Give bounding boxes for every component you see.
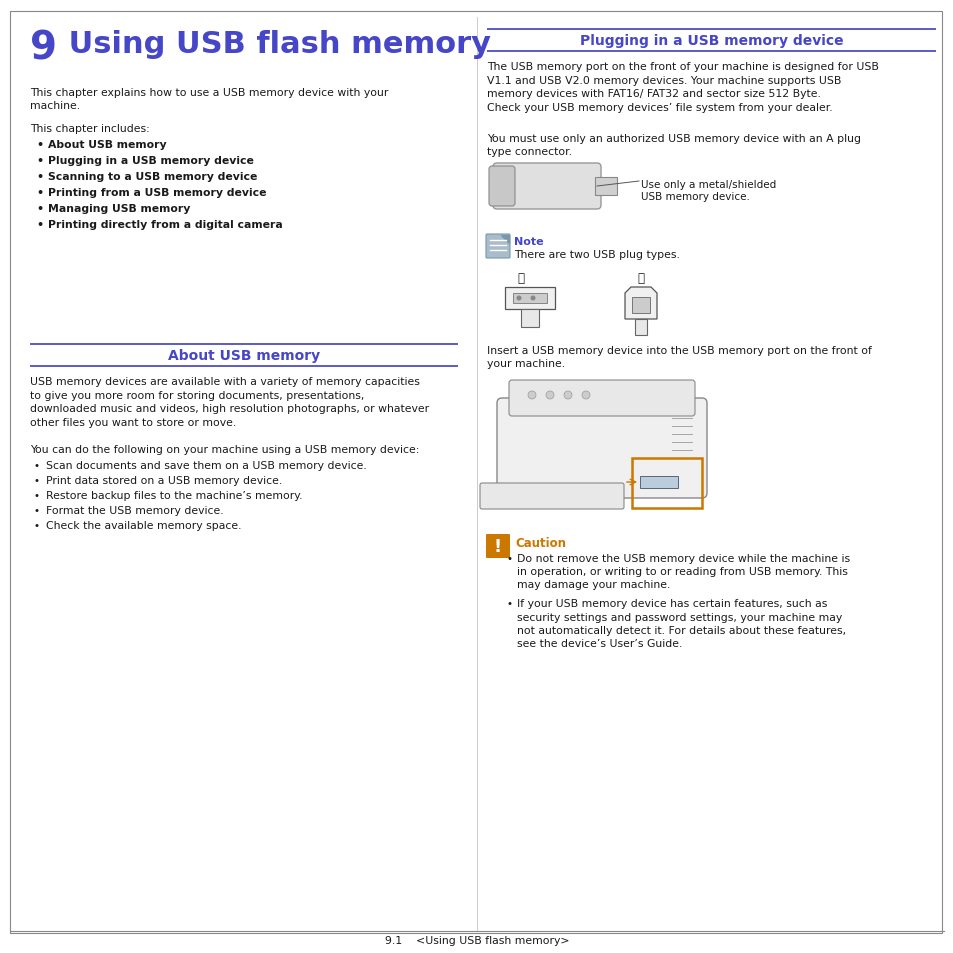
Bar bbox=[635, 319, 646, 335]
Bar bbox=[513, 294, 546, 304]
Bar bbox=[631, 458, 701, 509]
Text: Format the USB memory device.: Format the USB memory device. bbox=[46, 505, 223, 516]
Text: •: • bbox=[34, 460, 40, 471]
Bar bbox=[631, 297, 649, 314]
Text: You can do the following on your machine using a USB memory device:: You can do the following on your machine… bbox=[30, 444, 419, 455]
Text: •: • bbox=[36, 220, 43, 230]
Text: •: • bbox=[34, 476, 40, 485]
Text: •: • bbox=[34, 491, 40, 500]
Text: Check the available memory space.: Check the available memory space. bbox=[46, 520, 241, 531]
Text: Ⓐ: Ⓐ bbox=[517, 272, 523, 285]
Text: About USB memory: About USB memory bbox=[48, 140, 167, 150]
Text: Printing from a USB memory device: Printing from a USB memory device bbox=[48, 188, 266, 198]
Text: There are two USB plug types.: There are two USB plug types. bbox=[514, 250, 679, 260]
Circle shape bbox=[527, 392, 536, 399]
Text: You must use only an authorized USB memory device with an A plug
type connector.: You must use only an authorized USB memo… bbox=[486, 133, 861, 157]
Bar bbox=[520, 310, 538, 328]
Text: Use only a metal/shielded
USB memory device.: Use only a metal/shielded USB memory dev… bbox=[640, 180, 776, 202]
Text: The USB memory port on the front of your machine is designed for USB
V1.1 and US: The USB memory port on the front of your… bbox=[486, 62, 878, 112]
Text: Scan documents and save them on a USB memory device.: Scan documents and save them on a USB me… bbox=[46, 460, 366, 471]
Circle shape bbox=[516, 296, 521, 301]
Text: Plugging in a USB memory device: Plugging in a USB memory device bbox=[48, 156, 253, 166]
Text: 9.1    <Using USB flash memory>: 9.1 <Using USB flash memory> bbox=[384, 935, 569, 945]
FancyBboxPatch shape bbox=[485, 535, 510, 558]
Text: If your USB memory device has certain features, such as
security settings and pa: If your USB memory device has certain fe… bbox=[517, 598, 845, 648]
Text: This chapter includes:: This chapter includes: bbox=[30, 124, 150, 133]
Text: •: • bbox=[36, 172, 43, 182]
Circle shape bbox=[563, 392, 572, 399]
Text: •: • bbox=[506, 554, 513, 563]
Bar bbox=[595, 178, 617, 195]
Circle shape bbox=[545, 392, 554, 399]
Text: •: • bbox=[34, 520, 40, 531]
Text: Do not remove the USB memory device while the machine is
in operation, or writin: Do not remove the USB memory device whil… bbox=[517, 554, 849, 590]
Text: Caution: Caution bbox=[515, 537, 565, 550]
Text: •: • bbox=[34, 505, 40, 516]
Text: 9: 9 bbox=[30, 30, 57, 68]
FancyBboxPatch shape bbox=[479, 483, 623, 510]
Text: Print data stored on a USB memory device.: Print data stored on a USB memory device… bbox=[46, 476, 282, 485]
Text: Insert a USB memory device into the USB memory port on the front of
your machine: Insert a USB memory device into the USB … bbox=[486, 346, 871, 369]
Text: Restore backup files to the machine’s memory.: Restore backup files to the machine’s me… bbox=[46, 491, 302, 500]
Text: Plugging in a USB memory device: Plugging in a USB memory device bbox=[579, 34, 842, 48]
Text: Using USB flash memory: Using USB flash memory bbox=[58, 30, 491, 59]
FancyBboxPatch shape bbox=[489, 167, 515, 207]
FancyBboxPatch shape bbox=[493, 164, 600, 210]
Text: Note: Note bbox=[514, 236, 543, 247]
Circle shape bbox=[530, 296, 535, 301]
Polygon shape bbox=[500, 235, 509, 244]
FancyBboxPatch shape bbox=[485, 234, 510, 258]
Text: Printing directly from a digital camera: Printing directly from a digital camera bbox=[48, 220, 282, 230]
FancyBboxPatch shape bbox=[497, 398, 706, 498]
Text: Scanning to a USB memory device: Scanning to a USB memory device bbox=[48, 172, 257, 182]
Text: About USB memory: About USB memory bbox=[168, 349, 319, 363]
FancyBboxPatch shape bbox=[509, 380, 695, 416]
Polygon shape bbox=[624, 288, 657, 319]
Text: •: • bbox=[36, 188, 43, 198]
Text: •: • bbox=[506, 598, 513, 609]
Text: •: • bbox=[36, 140, 43, 150]
Text: This chapter explains how to use a USB memory device with your
machine.: This chapter explains how to use a USB m… bbox=[30, 88, 388, 112]
Bar bbox=[639, 476, 678, 489]
Text: !: ! bbox=[494, 537, 501, 556]
Bar bbox=[504, 288, 555, 310]
Text: •: • bbox=[36, 204, 43, 213]
Text: •: • bbox=[36, 156, 43, 166]
Text: Managing USB memory: Managing USB memory bbox=[48, 204, 191, 213]
Circle shape bbox=[581, 392, 589, 399]
Text: USB memory devices are available with a variety of memory capacities
to give you: USB memory devices are available with a … bbox=[30, 376, 429, 427]
Text: Ⓑ: Ⓑ bbox=[637, 272, 643, 285]
